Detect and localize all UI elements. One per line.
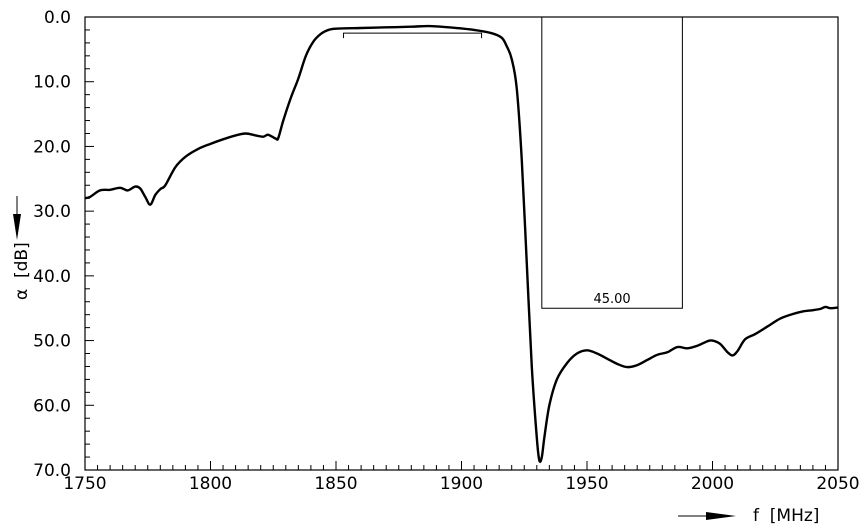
y-axis-arrow: [13, 196, 21, 240]
stopband-mask-label: 45.00: [593, 292, 630, 307]
ticks-layer: [84, 16, 839, 471]
y-axis-title: α [dB]: [12, 242, 32, 300]
y-tick-label: 60.0: [33, 396, 71, 416]
plot-frame: [84, 16, 839, 471]
x-axis-title: f [MHz]: [753, 506, 819, 526]
x-tick-label: 1800: [189, 474, 232, 494]
y-tick-label: 40.0: [33, 267, 71, 287]
labels-layer: 1750 1800 1850 1900 1950 2000 2050 0.0 10.0 20.0 3…: [33, 8, 859, 494]
x-tick-label: 2000: [691, 474, 734, 494]
stopband-mask: [541, 17, 683, 309]
y-tick-label: 20.0: [33, 137, 71, 157]
x-tick-label: 1900: [440, 474, 483, 494]
x-tick-label: 2050: [816, 474, 859, 494]
y-tick-label: 30.0: [33, 202, 71, 222]
x-axis-arrow: [678, 512, 736, 520]
x-tick-label: 1750: [63, 474, 106, 494]
x-tick-label: 1850: [314, 474, 357, 494]
y-tick-label: 10.0: [33, 73, 71, 93]
annotations-layer: 45.00: [343, 17, 683, 309]
x-tick-label: 1950: [565, 474, 608, 494]
passband-bracket: [343, 32, 483, 39]
series-layer: [84, 24, 839, 463]
attenuation-curve: [84, 24, 839, 463]
y-tick-label: 70.0: [33, 461, 71, 481]
y-tick-label: 0.0: [44, 8, 71, 28]
y-tick-label: 50.0: [33, 332, 71, 352]
